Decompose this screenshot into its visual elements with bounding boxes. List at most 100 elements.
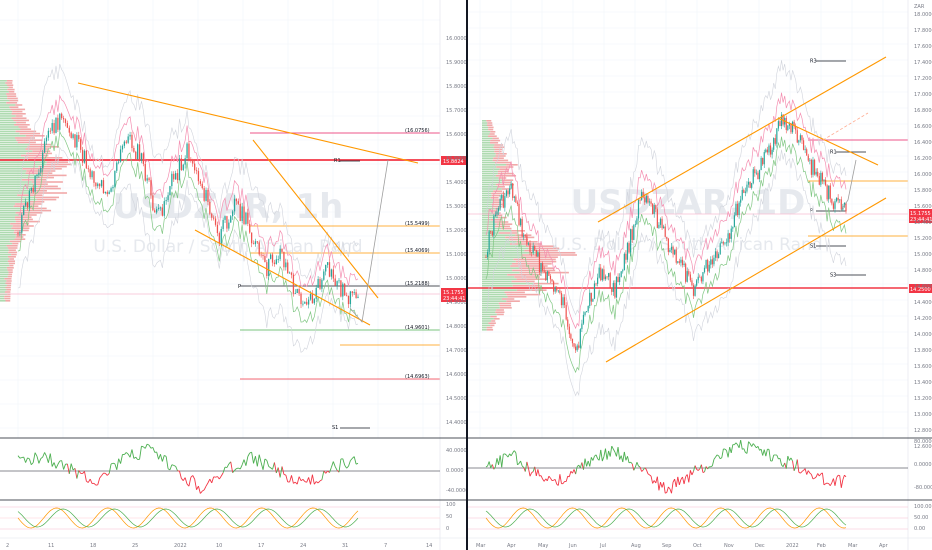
volume-profile-bar-down xyxy=(5,300,11,302)
x-axis-label: Jul xyxy=(599,543,606,549)
left-candle-body xyxy=(249,223,251,233)
volume-profile-bar-up xyxy=(0,269,8,271)
left-candle-body xyxy=(207,190,209,202)
left-candle-body xyxy=(182,164,184,171)
left-candle-body xyxy=(119,149,122,162)
osc1-segment xyxy=(169,464,173,471)
left-chart-canvas[interactable]: USDZAR, 1hU.S. Dollar / South African Ra… xyxy=(0,0,466,550)
volume-profile-bar-up xyxy=(0,88,8,91)
right-candle-body xyxy=(725,242,728,244)
volume-profile-bar-up xyxy=(0,97,8,100)
y-axis-label: 15.8000 xyxy=(446,84,466,90)
right-candle-body xyxy=(556,287,558,291)
right-candle-body xyxy=(655,205,657,210)
y-axis-label: 15.7000 xyxy=(446,108,466,114)
volume-profile-bar-down xyxy=(487,122,493,124)
osc1-segment xyxy=(315,481,319,484)
osc1-segment xyxy=(760,448,764,456)
volume-profile-bar-down xyxy=(490,315,497,318)
left-candle-body xyxy=(59,113,61,130)
right-candle-body xyxy=(644,197,646,203)
left-chart-pane[interactable]: USDZAR, 1h U.S. Dollar / South African Ra… xyxy=(0,0,466,550)
volume-profile-bar-up xyxy=(0,80,7,82)
osc1-segment xyxy=(338,458,342,473)
left-candle-body xyxy=(165,200,167,202)
right-candle-body xyxy=(641,192,643,200)
volume-profile-bar-up xyxy=(482,155,496,157)
right-candle-body xyxy=(735,203,737,216)
right-candle-body xyxy=(810,159,813,175)
right-candle-body xyxy=(787,125,789,130)
left-candle-body xyxy=(99,183,101,187)
left-candle-body xyxy=(258,242,260,255)
osc1-segment xyxy=(323,470,327,474)
last-price-tag xyxy=(441,288,466,302)
left-candle-body xyxy=(190,159,192,161)
osc1-segment xyxy=(650,476,654,484)
right-candle-body xyxy=(804,149,806,151)
osc1-segment xyxy=(226,463,230,468)
left-candle-body xyxy=(233,198,236,212)
right-candle-body xyxy=(524,235,526,237)
osc1-segment xyxy=(222,466,226,473)
volume-profile-bar-up xyxy=(0,124,15,126)
right-candle-body xyxy=(625,253,627,260)
right-candle-body xyxy=(765,149,767,153)
right-candle-body xyxy=(666,236,668,239)
volume-profile-bar-up xyxy=(0,196,36,199)
osc1-segment xyxy=(350,458,353,461)
osc1-segment xyxy=(765,449,768,457)
left-candle-body xyxy=(347,295,350,305)
osc1-segment xyxy=(70,463,74,471)
volume-profile-bar-up xyxy=(482,285,513,287)
right-candle-body xyxy=(839,199,841,201)
left-candle-body xyxy=(34,175,36,192)
x-axis-label: Feb xyxy=(817,543,826,549)
volume-profile-bar-up xyxy=(0,93,7,95)
x-axis-label: 2022 xyxy=(786,543,799,549)
right-candle-body xyxy=(813,159,816,175)
volume-profile-bar-down xyxy=(35,196,60,199)
osc1-segment xyxy=(275,467,279,474)
left-candle-body xyxy=(345,295,348,297)
volume-profile-bar-down xyxy=(16,139,43,141)
volume-profile-bar-down xyxy=(22,168,62,170)
left-candle-body xyxy=(76,135,78,148)
volume-profile-bar-down xyxy=(493,318,500,320)
right-candle-body xyxy=(554,287,556,292)
layout-splitter[interactable] xyxy=(466,0,468,550)
right-candle-body xyxy=(652,203,654,214)
volume-profile-bar-up xyxy=(482,216,498,219)
left-candle-body xyxy=(294,292,296,294)
osc1-segment xyxy=(557,474,561,486)
left-candle-body xyxy=(334,278,336,286)
volume-profile-bar-down xyxy=(36,176,54,179)
volume-profile-bar-down xyxy=(519,267,554,269)
osc1-segment xyxy=(801,469,804,472)
osc1-segment xyxy=(146,443,150,446)
right-candle-body xyxy=(568,326,570,335)
volume-profile-bar-up xyxy=(0,141,18,144)
volume-profile-bar-down xyxy=(501,227,512,230)
osc1-segment xyxy=(575,466,578,475)
right-candle-body xyxy=(710,259,712,265)
left-candle-body xyxy=(201,183,203,189)
osc1-segment xyxy=(639,466,643,472)
projection-arrow xyxy=(839,159,857,213)
osc1-segment xyxy=(771,454,775,462)
right-candle-body xyxy=(703,267,706,273)
right-candle-body xyxy=(744,191,746,193)
right-candle-body xyxy=(815,171,817,175)
volume-profile-bar-up xyxy=(0,201,29,203)
right-candle-body xyxy=(526,235,528,245)
right-chart-pane[interactable]: USDZAR, 1D U.S. Dollar / South African Ra… xyxy=(468,0,932,550)
volume-profile-bar-up xyxy=(0,203,16,205)
osc1-segment xyxy=(25,457,28,463)
right-candle-body xyxy=(694,285,696,296)
right-chart-canvas[interactable]: USDZAR, 1DU.S. Dollar / South African Ra… xyxy=(468,0,932,550)
trail-upper xyxy=(17,94,359,288)
osc1-segment xyxy=(719,457,723,460)
right-candle-body xyxy=(519,218,522,226)
y-axis-label: 17.2000 xyxy=(914,76,932,82)
volume-profile-bar-up xyxy=(482,245,526,247)
